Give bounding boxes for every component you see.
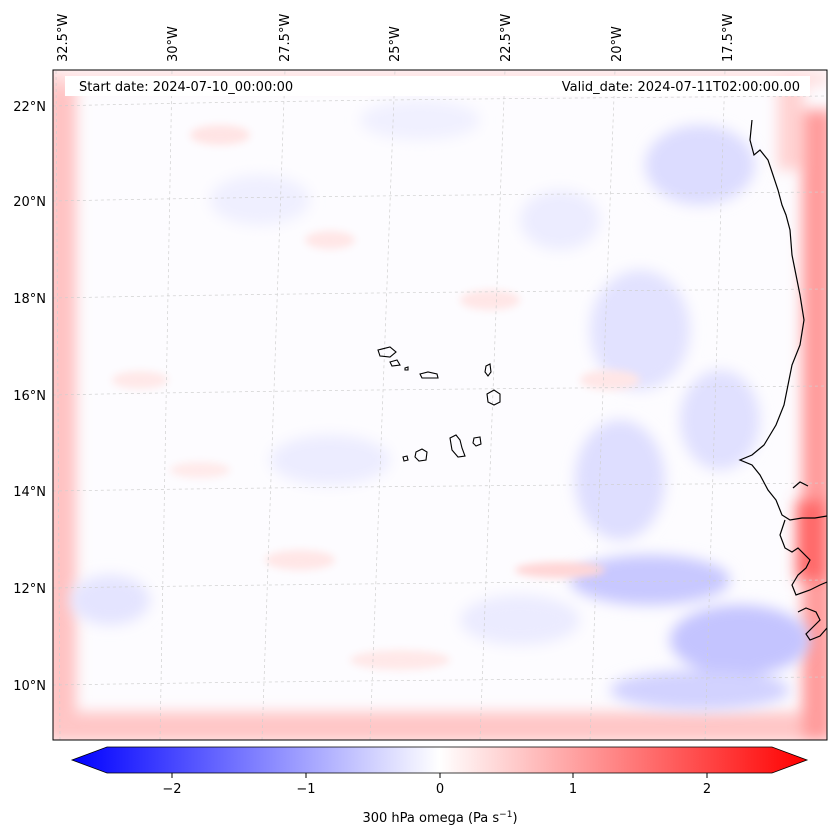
lat-label: 10°N bbox=[13, 679, 46, 694]
colorbar-tick-label: −1 bbox=[296, 782, 315, 797]
lat-label: 18°N bbox=[13, 292, 46, 307]
lat-label: 22°N bbox=[13, 100, 46, 115]
colorbar-tick-label: 0 bbox=[436, 782, 444, 797]
lon-label: 22.5°W bbox=[499, 14, 514, 62]
colorbar-label: 300 hPa omega (Pa s−1) bbox=[362, 810, 517, 826]
map-frame bbox=[52, 69, 828, 741]
red-patches bbox=[112, 125, 640, 670]
lon-label: 27.5°W bbox=[278, 14, 293, 62]
map-panel: Start date: 2024-07-10_00:00:00 Valid_da… bbox=[52, 69, 828, 741]
lon-label: 30°W bbox=[166, 26, 181, 62]
longitude-labels: 32.5°W 30°W 27.5°W 25°W 22.5°W 20°W 17.5… bbox=[56, 14, 736, 62]
colorbar-tick-label: 1 bbox=[569, 782, 577, 797]
latitude-labels: 22°N 20°N 18°N 16°N 14°N 12°N 10°N bbox=[13, 100, 46, 694]
lon-label: 17.5°W bbox=[721, 14, 736, 62]
colorbar-tick-label: 2 bbox=[703, 782, 711, 797]
graticule bbox=[53, 70, 827, 740]
colorbar-ticks bbox=[171, 773, 708, 778]
colorbar-bar bbox=[70, 746, 809, 774]
lat-label: 20°N bbox=[13, 195, 46, 210]
lat-label: 16°N bbox=[13, 389, 46, 404]
colorbar-tick-label: −2 bbox=[162, 782, 181, 797]
lon-label: 20°W bbox=[610, 26, 625, 62]
lon-label: 32.5°W bbox=[56, 14, 71, 62]
lat-label: 14°N bbox=[13, 485, 46, 500]
cabo-verde-islands bbox=[377, 346, 501, 462]
lon-label: 25°W bbox=[388, 26, 403, 62]
info-banner bbox=[65, 76, 810, 96]
africa-coastline bbox=[738, 119, 827, 641]
colorbar: −2 −1 0 1 2 300 hPa omega (Pa s−1) bbox=[70, 746, 809, 826]
valid-date-text: Valid_date: 2024-07-11T02:00:00.00 bbox=[562, 80, 800, 95]
lat-label: 12°N bbox=[13, 582, 46, 597]
start-date-text: Start date: 2024-07-10_00:00:00 bbox=[79, 80, 293, 95]
